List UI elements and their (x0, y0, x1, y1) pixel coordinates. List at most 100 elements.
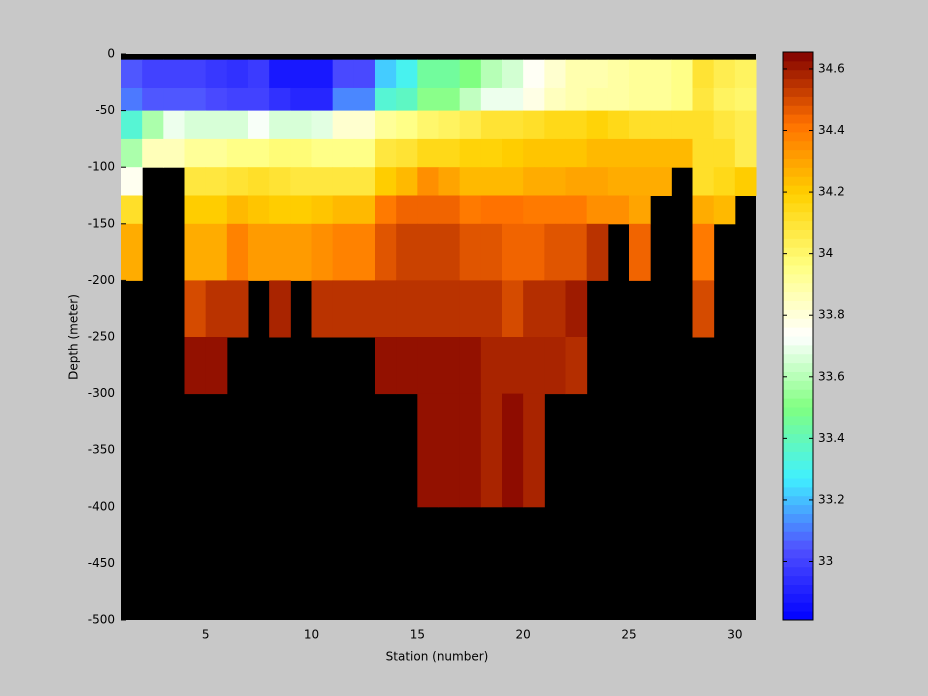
heatmap-cell (607, 110, 630, 140)
colorbar-swatch (783, 460, 813, 470)
heatmap-cell (586, 138, 609, 168)
colorbar-swatch (783, 540, 813, 550)
colorbar-swatch (783, 176, 813, 186)
heatmap-cell (607, 195, 630, 225)
heatmap-cell (629, 59, 651, 89)
heatmap-cell (163, 59, 185, 89)
heatmap-cell (121, 223, 143, 281)
heatmap-cell (375, 110, 397, 140)
heatmap-cell (607, 59, 630, 89)
y-tick-label: -50 (95, 103, 115, 117)
colorbar-tick-label: 33.4 (818, 431, 845, 445)
heatmap-cell (353, 59, 376, 89)
heatmap-cell (459, 223, 482, 281)
heatmap-cell (480, 167, 503, 196)
x-tick-label: 30 (727, 628, 742, 642)
heatmap-cell (734, 59, 757, 89)
colorbar-swatch (783, 566, 813, 577)
colorbar-swatch (783, 140, 813, 151)
heatmap-cell (417, 87, 439, 112)
colorbar-swatch (783, 185, 813, 195)
colorbar-swatch (783, 247, 813, 257)
heatmap-cell (692, 167, 715, 196)
heatmap-cell (353, 138, 376, 168)
y-tick-label: -200 (88, 273, 115, 287)
heatmap-cell (713, 138, 736, 168)
heatmap-cell (459, 337, 482, 395)
heatmap-cell (586, 167, 609, 196)
heatmap-cell (248, 59, 270, 89)
heatmap-cell (396, 280, 418, 338)
colorbar-swatch (783, 167, 813, 177)
heatmap-cell (607, 138, 630, 168)
heatmap-cell (290, 223, 312, 281)
colorbar-swatch (783, 504, 813, 514)
heatmap-cell (629, 138, 651, 168)
heatmap-cell (353, 87, 376, 112)
heatmap-cell (459, 195, 482, 225)
heatmap-cell (332, 223, 355, 281)
heatmap-cell (290, 59, 312, 89)
heatmap-cell (290, 138, 312, 168)
colorbar-swatch (783, 486, 813, 497)
colorbar-swatch (783, 238, 813, 248)
colorbar-swatch (783, 451, 813, 461)
heatmap-cell (290, 195, 312, 225)
colorbar-swatch (783, 442, 813, 452)
heatmap-cell (671, 138, 693, 168)
heatmap-cell (713, 59, 736, 89)
colorbar-swatch (783, 433, 813, 443)
heatmap-cell (375, 223, 397, 281)
colorbar-swatch (783, 327, 813, 337)
heatmap-cell (269, 280, 291, 338)
heatmap-cell (544, 167, 566, 196)
heatmap-cell (417, 280, 439, 338)
heatmap-cell (459, 59, 482, 89)
heatmap-cell (311, 87, 334, 112)
colorbar-swatch (783, 398, 813, 408)
heatmap-cell (142, 59, 164, 89)
y-tick-label: -500 (88, 613, 115, 627)
colorbar-swatch (783, 575, 813, 585)
heatmap-cell (438, 138, 461, 168)
colorbar-tick-label: 33.2 (818, 492, 845, 506)
heatmap-cell (565, 337, 588, 395)
heatmap-cell (248, 110, 270, 140)
heatmap-cell (565, 59, 588, 89)
colorbar-swatch (783, 300, 813, 310)
heatmap-cell (226, 167, 249, 196)
heatmap-cell (205, 59, 228, 89)
heatmap-cell (734, 138, 757, 168)
heatmap-cell (163, 138, 185, 168)
heatmap-cell (523, 167, 545, 196)
heatmap-cell (417, 138, 439, 168)
colorbar-tick-label: 33.6 (818, 369, 845, 383)
heatmap-cell (226, 280, 249, 338)
colorbar-swatch (783, 584, 813, 594)
heatmap-cell (544, 87, 566, 112)
heatmap-cell (332, 280, 355, 338)
heatmap-cell (226, 195, 249, 225)
colorbar-swatch (783, 282, 813, 293)
heatmap-cell (417, 223, 439, 281)
colorbar-tick-label: 34.6 (818, 61, 845, 75)
heatmap-cell (205, 337, 228, 395)
heatmap-cell (502, 223, 524, 281)
heatmap-cell (353, 110, 376, 140)
heatmap-cell (226, 138, 249, 168)
heatmap-cell (438, 110, 461, 140)
y-tick-label: -300 (88, 386, 115, 400)
heatmap-cell (248, 167, 270, 196)
heatmap-cell (480, 280, 503, 338)
heatmap-cell (734, 167, 757, 196)
colorbar-swatch (783, 362, 813, 372)
heatmap-cell (438, 195, 461, 225)
heatmap-cell (480, 393, 503, 508)
heatmap-cell (269, 223, 291, 281)
colorbar-swatch (783, 531, 813, 541)
heatmap-cell (311, 223, 334, 281)
heatmap-cell (121, 167, 143, 196)
heatmap-cell (290, 167, 312, 196)
colorbar-swatch (783, 123, 813, 133)
